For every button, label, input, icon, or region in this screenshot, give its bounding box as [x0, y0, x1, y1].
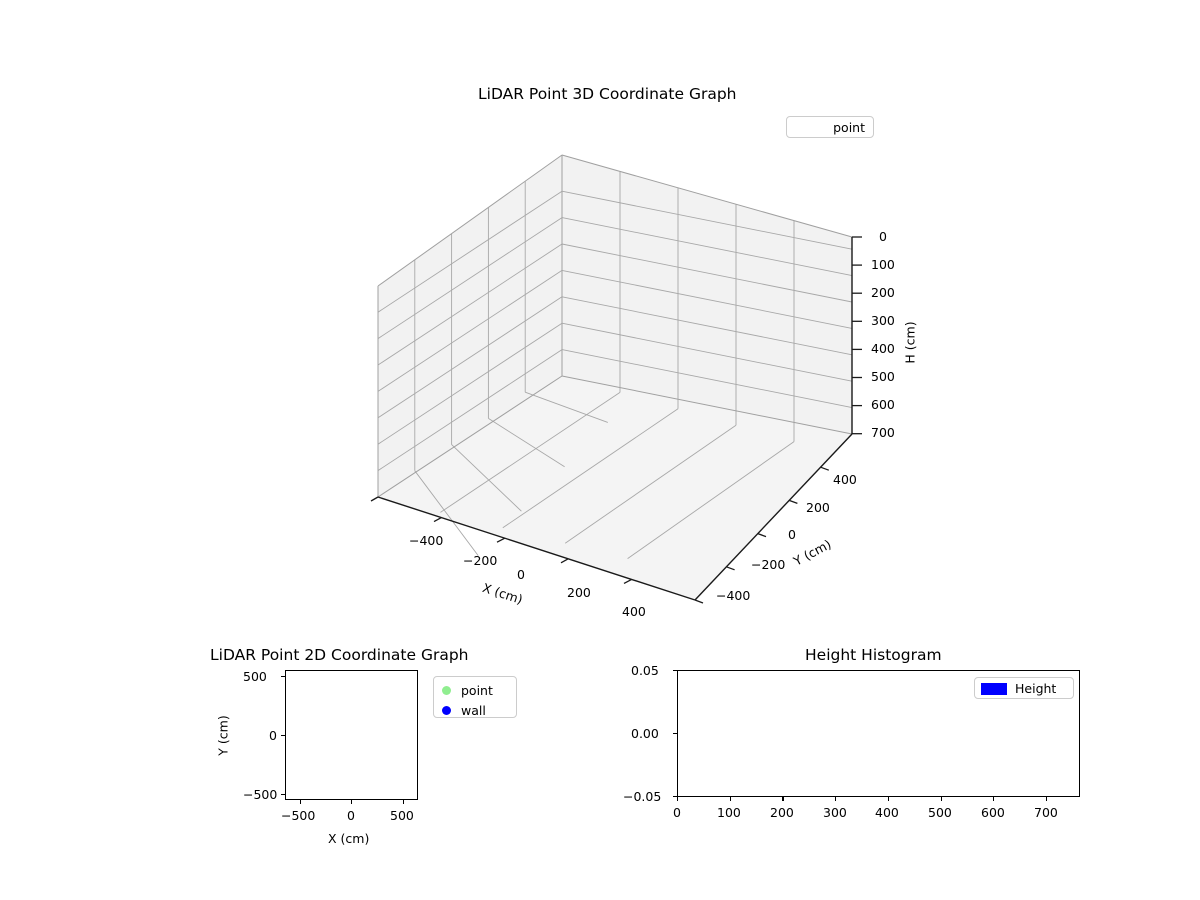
legend-entry-wall[interactable]: wall	[440, 700, 510, 720]
ztick-label-600: 600	[871, 397, 895, 412]
legend-label-height: Height	[1015, 681, 1057, 696]
plot2d-frame[interactable]	[285, 670, 418, 800]
xtick-label-200: 200	[567, 585, 591, 600]
ztick-label-700: 700	[871, 425, 895, 440]
histogram-ytick-label-m005: −0.05	[623, 789, 662, 804]
ytick-label-m200: −200	[751, 557, 786, 572]
plot2d-ylabel: Y (cm)	[215, 715, 231, 756]
grid-back-pane	[561, 171, 853, 442]
histogram-ytick-label-005: 0.05	[631, 663, 659, 678]
plot3d-title: LiDAR Point 3D Coordinate Graph	[478, 85, 737, 103]
ztick-label-100: 100	[871, 257, 895, 272]
axes-3d-canvas	[370, 154, 862, 604]
plot2d-ytick-label-500: 500	[243, 669, 267, 684]
ytick-label-200: 200	[806, 500, 830, 515]
plot2d-ytick-m500	[281, 794, 285, 796]
plot3d-legend[interactable]: point	[786, 116, 874, 138]
legend-entry-point[interactable]: point	[787, 117, 873, 137]
plot2d-ytick-label-0: 0	[269, 728, 277, 743]
ytick-label-m400: −400	[716, 588, 751, 603]
histogram-ytick-label-000: 0.00	[631, 726, 659, 741]
ztick-label-500: 500	[871, 369, 895, 384]
histogram-xtick-label-200: 200	[770, 805, 794, 820]
wall-marker-icon	[442, 705, 451, 715]
plot2d-ytick-0	[281, 735, 285, 737]
histogram-xtick-100	[729, 797, 731, 801]
plot2d-xtick-label-0: 0	[347, 808, 355, 823]
histogram-title: Height Histogram	[805, 646, 942, 664]
ztick-label-200: 200	[871, 285, 895, 300]
histogram-xtick-label-100: 100	[717, 805, 741, 820]
ytick-label-400: 400	[833, 472, 857, 487]
histogram-ytick-0.05	[673, 670, 677, 672]
ytick-label-0: 0	[788, 527, 796, 542]
axis-spines-3d	[377, 237, 853, 601]
xtick-label-m400: −400	[409, 533, 444, 548]
pane-floor	[378, 376, 852, 600]
plot3d-zlabel: H (cm)	[902, 321, 918, 364]
plot2d-xtick-0	[351, 800, 353, 804]
ztick-marks-3d	[852, 236, 862, 435]
plot2d-xtick-label-500: 500	[390, 808, 414, 823]
ztick-label-400: 400	[871, 341, 895, 356]
legend-entry-height[interactable]: Height	[981, 678, 1067, 699]
legend-label-wall: wall	[461, 702, 486, 718]
height-patch-icon	[981, 682, 1007, 695]
histogram-xtick-300	[835, 797, 837, 801]
plot2d-title: LiDAR Point 2D Coordinate Graph	[210, 646, 469, 664]
legend-entry-point[interactable]: point	[440, 680, 510, 700]
xtick-label-400: 400	[622, 604, 646, 619]
ztick-label-300: 300	[871, 313, 895, 328]
histogram-xtick-label-400: 400	[875, 805, 899, 820]
plot2d-xtick-m500	[300, 800, 302, 804]
histogram-xtick-700	[1046, 797, 1048, 801]
histogram-xtick-label-300: 300	[823, 805, 847, 820]
histogram-xtick-200	[782, 797, 784, 801]
histogram-xtick-0	[677, 797, 679, 801]
legend-label-point: point	[461, 682, 493, 698]
pane-left	[378, 155, 562, 497]
xtick-marks-3d	[370, 496, 632, 584]
plot2d-xtick-500	[403, 800, 405, 804]
plot2d-legend[interactable]: point wall	[433, 676, 517, 718]
histogram-xtick-label-600: 600	[981, 805, 1005, 820]
histogram-xtick-600	[993, 797, 995, 801]
histogram-xtick-label-0: 0	[673, 805, 681, 820]
ytick-marks-3d	[694, 466, 830, 604]
histogram-xtick-400	[887, 797, 890, 801]
histogram-ytick-m0.05	[673, 796, 677, 798]
histogram-xtick-label-500: 500	[928, 805, 952, 820]
plot2d-ytick-500	[281, 676, 285, 678]
plot2d-xtick-label-m500: −500	[281, 808, 316, 823]
xtick-label-0: 0	[517, 567, 525, 582]
grid-floor	[414, 391, 795, 559]
point-marker-icon	[442, 685, 451, 695]
plot2d-xlabel: X (cm)	[328, 831, 370, 846]
grid-left-pane	[377, 181, 563, 471]
plot2d-ytick-label-m500: −500	[243, 787, 278, 802]
histogram-ytick-0.00	[673, 733, 677, 735]
histogram-xtick-500	[940, 797, 942, 801]
histogram-xtick-label-700: 700	[1034, 805, 1058, 820]
legend-label-point: point	[833, 119, 865, 135]
histogram-legend[interactable]: Height	[974, 677, 1074, 699]
xtick-label-m200: −200	[463, 553, 498, 568]
ztick-label-0: 0	[879, 229, 887, 244]
